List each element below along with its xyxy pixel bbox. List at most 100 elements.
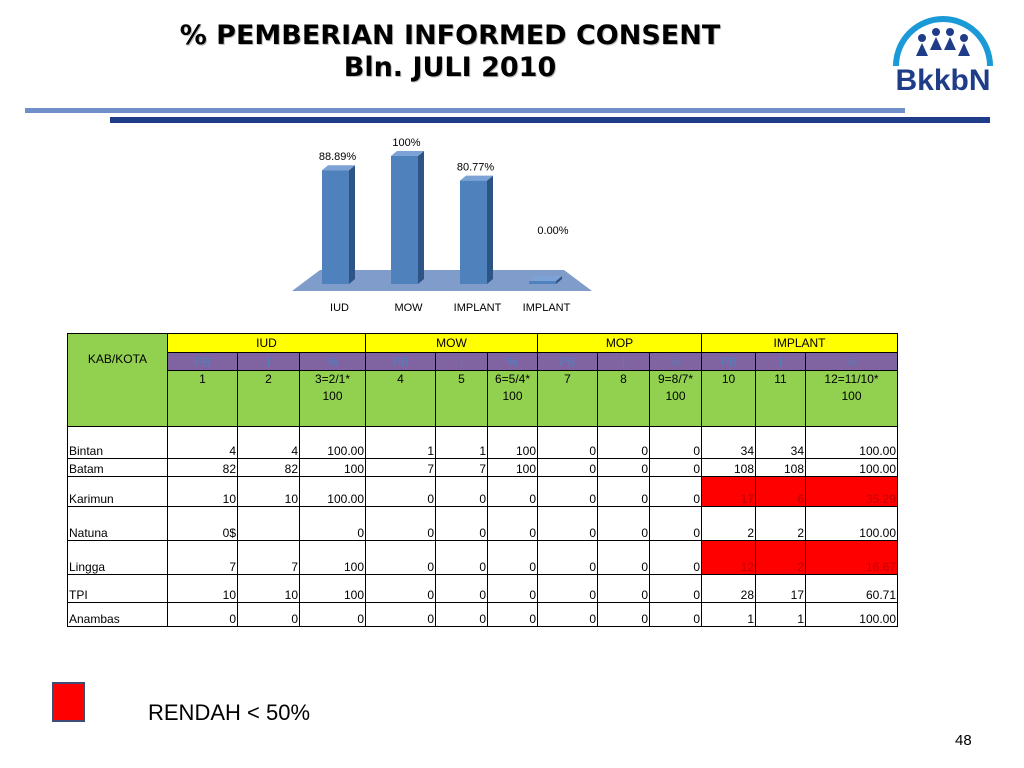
table-cell: 0 <box>365 476 436 507</box>
table-row: Karimun 10 10 100.00 0 0 0 0 0 0 17 6 35.29 <box>67 476 898 507</box>
table-cell: 1 <box>435 426 488 459</box>
table-cell: 0 <box>435 602 488 627</box>
kab-kota-header: KAB/KOTA <box>67 333 168 427</box>
sub-header-1: PB <box>167 352 238 371</box>
col-number-text: 11 <box>774 372 787 386</box>
sub-header-9: % <box>649 352 702 371</box>
table-cell: 0 <box>537 540 598 575</box>
table-cell: 0 <box>597 426 650 459</box>
table-cell: 82 <box>167 458 238 477</box>
table-row: Lingga 7 7 100 0 0 0 0 0 0 12 2 16.67 <box>67 540 898 575</box>
title-line-1: % PEMBERIAN INFORMED CONSENT <box>179 20 721 51</box>
table-cell: 1 <box>365 426 436 459</box>
col-number-4: 4 <box>365 370 436 427</box>
table-cell: 10 <box>167 574 238 603</box>
col-number-suffix: 100 <box>502 389 523 403</box>
col-number-6: 6=5/4* 100 <box>487 370 538 427</box>
table-cell: 100 <box>299 540 366 575</box>
legend-red-swatch <box>52 682 85 722</box>
row-name: Batam <box>67 458 168 477</box>
header-divider-light <box>25 108 905 113</box>
table-cell: 0 <box>597 540 650 575</box>
table-cell: 0 <box>365 574 436 603</box>
sub-header-7: PB <box>537 352 598 371</box>
page-number: 48 <box>955 732 972 749</box>
col-number-text: 8 <box>620 372 627 386</box>
col-number-text: 7 <box>564 372 571 386</box>
row-name: Lingga <box>67 540 168 575</box>
row-name: Anambas <box>67 602 168 627</box>
col-number-12: 12=11/10* 100 <box>805 370 898 427</box>
table-cell: 0 <box>537 476 598 507</box>
table-cell: 0 <box>537 506 598 541</box>
group-header-implant: IMPLANT <box>701 333 898 353</box>
col-number-text: 12=11/10* <box>824 372 879 386</box>
table-cell: 100 <box>487 426 538 459</box>
table-cell: 12 <box>701 540 756 575</box>
col-number-suffix: 100 <box>841 389 862 403</box>
table-cell: 0 <box>649 476 702 507</box>
title-line-2: Bln. JULI 2010 <box>343 52 557 83</box>
chart-data-label-2: 100% <box>392 137 420 149</box>
legend-label: RENDAH < 50% <box>148 700 311 725</box>
sub-header-12: % <box>805 352 898 371</box>
logo-people-icon <box>916 28 970 56</box>
chart-data-label-1: 88.89% <box>319 151 357 163</box>
table-cell: 1 <box>755 602 806 627</box>
table-cell: 17 <box>755 574 806 603</box>
col-number-11: 11 <box>755 370 806 427</box>
table-cell: 7 <box>435 458 488 477</box>
table-cell: 35.29 <box>805 476 898 507</box>
chart-data-label-4: 0.00% <box>537 225 568 237</box>
chart-bar-4 <box>529 276 562 284</box>
table-cell: 0 <box>299 602 366 627</box>
data-table: KAB/KOTA IUD MOW MOP IMPLANT PB I% PB I% PB I% PB I%… <box>67 333 898 627</box>
table-cell: 0 <box>237 602 300 627</box>
table-cell: 108 <box>701 458 756 477</box>
table-row: Bintan 4 4 100.00 1 1 100 0 0 0 34 34 100.00 <box>67 426 898 459</box>
group-header-iud: IUD <box>167 333 366 353</box>
slide-title: % PEMBERIAN INFORMED CONSENT Bln. JULI 2… <box>90 20 810 84</box>
table-row: Batam 82 82 100 7 7 100 0 0 0 108 108 100.00 <box>67 458 898 477</box>
header-row-sub: PB I% PB I% PB I% PB I% <box>68 352 898 371</box>
table-cell: 0 <box>435 506 488 541</box>
table-cell: 34 <box>755 426 806 459</box>
sub-header-2: I <box>237 352 300 371</box>
sub-header-4: PB <box>365 352 436 371</box>
col-number-text: 3=2/1* <box>314 372 351 386</box>
table-cell: 28 <box>701 574 756 603</box>
col-number-3: 3=2/1* 100 <box>299 370 366 427</box>
table-cell: 0 <box>537 458 598 477</box>
table-cell: 0 <box>649 458 702 477</box>
col-number-8: 8 <box>597 370 650 427</box>
table-cell: 2 <box>755 506 806 541</box>
sub-header-10: PB <box>701 352 756 371</box>
table-cell <box>237 506 300 541</box>
table-cell: 2 <box>701 506 756 541</box>
group-header-mop: MOP <box>537 333 702 353</box>
table-cell: 17 <box>701 476 756 507</box>
row-name: Bintan <box>67 426 168 459</box>
col-number-1: 1 <box>167 370 238 427</box>
col-number-text: 2 <box>265 372 272 386</box>
table-cell: 0 <box>435 540 488 575</box>
table-cell: 100 <box>487 458 538 477</box>
col-number-5: 5 <box>435 370 488 427</box>
col-number-text: 9=8/7* <box>657 372 694 386</box>
table-cell: 0 <box>435 476 488 507</box>
table-cell: 100.00 <box>299 426 366 459</box>
table-cell: 0 <box>365 540 436 575</box>
table-cell: 0 <box>537 574 598 603</box>
table-cell: 0 <box>435 574 488 603</box>
col-number-suffix: 100 <box>322 389 343 403</box>
logo-text: BkkbN <box>895 64 990 97</box>
table-cell: 82 <box>237 458 300 477</box>
table-cell: 0 <box>487 574 538 603</box>
table-cell: 0 <box>487 476 538 507</box>
table-row: Anambas 0 0 0 0 0 0 0 0 0 1 1 100.00 <box>67 602 898 627</box>
header-row-colnums: 1 2 3=2/1* 100 4 5 6=5/4* 100 7 8 9=8/7* 100 10 11 12=… <box>68 370 898 427</box>
table-cell: 10 <box>167 476 238 507</box>
chart-tick-label-2: MOW <box>394 302 423 314</box>
col-number-text: 6=5/4* <box>494 372 531 386</box>
sub-header-6: % <box>487 352 538 371</box>
